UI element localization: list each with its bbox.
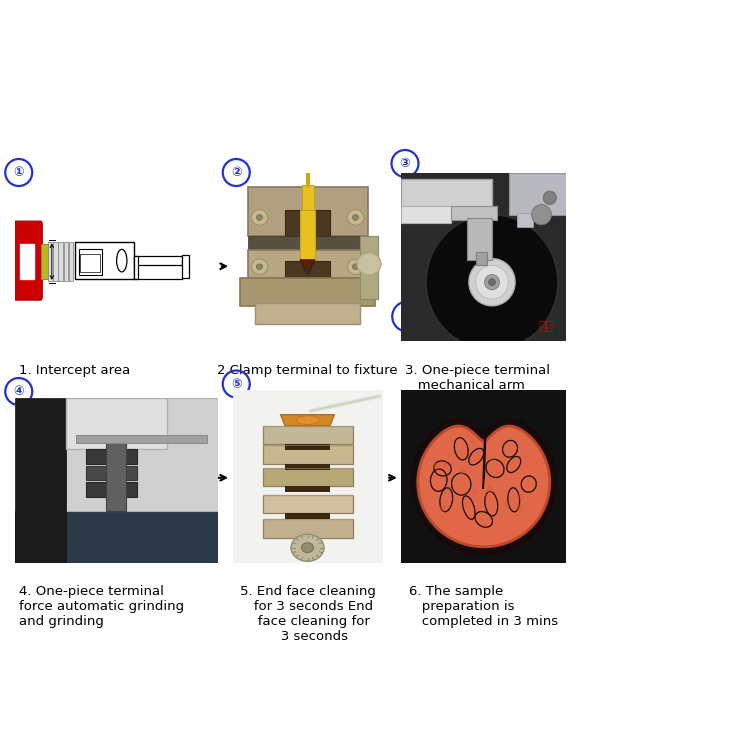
Bar	[64, 242, 68, 280]
Bar	[255, 303, 360, 324]
Bar	[467, 218, 492, 260]
Circle shape	[470, 440, 475, 443]
Text: 正确: 正确	[538, 320, 553, 333]
Circle shape	[532, 205, 551, 225]
Circle shape	[518, 494, 524, 500]
Circle shape	[486, 485, 494, 494]
Circle shape	[484, 494, 488, 497]
Bar	[240, 278, 375, 306]
Bar	[75, 242, 134, 279]
Bar	[15, 511, 217, 562]
Circle shape	[490, 458, 494, 461]
Text: 4. One-piece terminal
force automatic grinding
and grinding: 4. One-piece terminal force automatic gr…	[19, 585, 184, 628]
Bar	[517, 213, 533, 226]
Circle shape	[515, 504, 523, 512]
Bar	[285, 211, 330, 236]
Text: ④: ④	[13, 385, 24, 398]
Circle shape	[347, 210, 364, 225]
Text: 3. One-piece terminal
   mechanical arm
   automatic cutting: 3. One-piece terminal mechanical arm aut…	[405, 364, 550, 407]
Bar	[476, 252, 487, 266]
Bar	[300, 211, 315, 260]
Bar	[262, 446, 352, 464]
Bar	[106, 439, 126, 511]
Circle shape	[251, 259, 268, 274]
Bar	[69, 242, 74, 280]
Circle shape	[352, 264, 358, 269]
Bar	[66, 398, 218, 511]
Circle shape	[302, 543, 313, 553]
Bar	[134, 256, 137, 279]
Bar	[451, 206, 497, 220]
Circle shape	[251, 210, 268, 225]
Circle shape	[357, 253, 381, 275]
Circle shape	[469, 259, 515, 306]
FancyBboxPatch shape	[14, 221, 42, 300]
Circle shape	[476, 266, 508, 299]
Bar	[79, 248, 103, 274]
Ellipse shape	[296, 416, 319, 424]
Polygon shape	[280, 415, 334, 426]
Bar	[86, 449, 136, 464]
Circle shape	[489, 279, 495, 286]
Bar	[262, 468, 352, 486]
Text: 5. End face cleaning
   for 3 seconds End
   face cleaning for
   3 seconds: 5. End face cleaning for 3 seconds End f…	[239, 585, 376, 643]
Bar	[58, 242, 63, 280]
Text: 1. Intercept area: 1. Intercept area	[19, 364, 130, 376]
Bar	[262, 519, 352, 538]
Bar	[285, 261, 330, 278]
Circle shape	[352, 214, 358, 220]
Bar	[248, 250, 368, 278]
Bar	[66, 398, 166, 449]
Text: ③: ③	[400, 157, 410, 170]
Bar	[48, 242, 52, 280]
Circle shape	[291, 534, 324, 561]
Text: ⑤: ⑤	[231, 377, 242, 391]
Bar	[360, 236, 378, 299]
Bar	[15, 398, 66, 562]
Bar	[248, 187, 368, 236]
Text: ①: ①	[13, 166, 24, 179]
Bar	[53, 242, 58, 280]
Text: ⑥: ⑥	[402, 310, 412, 323]
Bar	[41, 244, 47, 279]
Circle shape	[472, 489, 478, 494]
Bar	[134, 256, 182, 266]
Circle shape	[504, 502, 509, 507]
Bar	[248, 236, 368, 250]
Bar	[302, 185, 313, 211]
Circle shape	[256, 214, 262, 220]
Circle shape	[256, 264, 262, 269]
Bar	[20, 244, 34, 279]
Text: 2.Clamp terminal to fixture: 2.Clamp terminal to fixture	[217, 364, 398, 376]
Bar	[401, 206, 451, 224]
Bar	[80, 254, 100, 272]
Circle shape	[440, 505, 446, 512]
Circle shape	[347, 259, 364, 274]
Bar	[182, 256, 189, 278]
Bar	[285, 513, 330, 519]
Bar	[86, 466, 136, 480]
Polygon shape	[418, 426, 550, 547]
Circle shape	[444, 461, 447, 465]
Bar	[76, 435, 208, 442]
Polygon shape	[300, 260, 315, 274]
Bar	[285, 444, 330, 450]
Bar	[15, 398, 217, 470]
Bar	[262, 495, 352, 513]
Circle shape	[484, 274, 500, 290]
Circle shape	[433, 463, 440, 470]
Circle shape	[543, 191, 556, 205]
Bar	[509, 172, 566, 214]
Circle shape	[426, 214, 558, 350]
Bar	[262, 426, 352, 444]
Text: 6. The sample
   preparation is
   completed in 3 mins: 6. The sample preparation is completed i…	[409, 585, 558, 628]
Text: ②: ②	[231, 166, 242, 179]
Polygon shape	[303, 268, 312, 274]
Bar	[401, 179, 492, 209]
Bar	[285, 486, 330, 492]
Circle shape	[442, 463, 447, 468]
Circle shape	[460, 469, 465, 475]
Bar	[285, 464, 330, 470]
Bar	[86, 482, 136, 496]
